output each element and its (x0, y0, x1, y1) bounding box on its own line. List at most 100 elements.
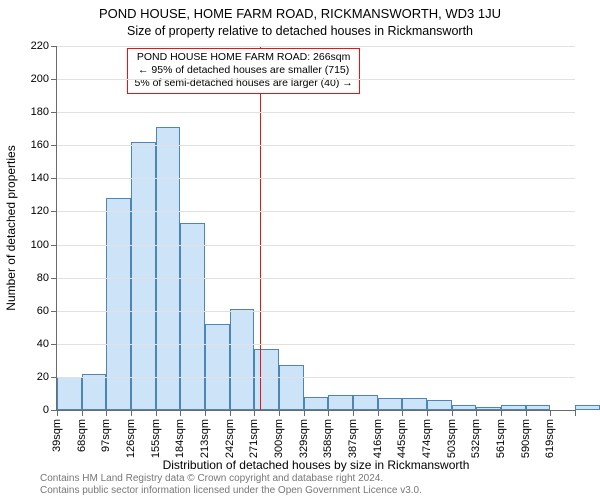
x-tick (304, 410, 305, 416)
x-tick-label: 155sqm (150, 419, 162, 458)
y-tick (51, 145, 57, 146)
plot-area: Number of detached properties POND HOUSE… (56, 46, 575, 411)
x-tick-label: 242sqm (224, 419, 236, 458)
reference-callout: POND HOUSE HOME FARM ROAD: 266sqm ← 95% … (127, 48, 359, 94)
gridline-h (57, 145, 575, 146)
histogram-bar (378, 398, 403, 410)
gridline-h (57, 377, 575, 378)
gridline-h (57, 79, 575, 80)
x-tick-label: 532sqm (470, 419, 482, 458)
histogram-bar (427, 400, 452, 410)
gridline-h (57, 178, 575, 179)
footer: Contains HM Land Registry data © Crown c… (40, 473, 422, 497)
histogram-bar (131, 142, 156, 410)
y-tick (51, 178, 57, 179)
y-axis-label: Number of detached properties (4, 145, 18, 310)
x-tick (254, 410, 255, 416)
x-tick (106, 410, 107, 416)
chart-title: POND HOUSE, HOME FARM ROAD, RICKMANSWORT… (0, 6, 600, 21)
x-tick (156, 410, 157, 416)
y-tick (51, 278, 57, 279)
callout-line-2: ← 95% of detached houses are smaller (71… (134, 64, 352, 77)
x-tick (427, 410, 428, 416)
y-axis-label-wrap: Number of detached properties (11, 46, 25, 410)
x-tick-label: 619sqm (544, 419, 556, 458)
gridline-h (57, 112, 575, 113)
x-tick-label: 387sqm (347, 419, 359, 458)
y-tick (51, 79, 57, 80)
x-axis-label: Distribution of detached houses by size … (57, 458, 575, 472)
histogram-bar (575, 405, 600, 410)
y-tick (51, 46, 57, 47)
gridline-h (57, 344, 575, 345)
y-tick-label: 80 (13, 272, 49, 284)
histogram-bar (279, 365, 304, 410)
histogram-bar (328, 395, 353, 410)
x-tick (230, 410, 231, 416)
x-tick (476, 410, 477, 416)
x-tick-label: 416sqm (372, 419, 384, 458)
x-tick (353, 410, 354, 416)
y-tick-label: 60 (13, 305, 49, 317)
gridline-h (57, 211, 575, 212)
histogram-bar (180, 223, 205, 410)
histogram-bar (452, 405, 477, 410)
x-tick-label: 271sqm (248, 419, 260, 458)
y-tick-label: 120 (13, 205, 49, 217)
y-tick (51, 245, 57, 246)
x-tick-label: 503sqm (446, 419, 458, 458)
x-tick-label: 474sqm (421, 419, 433, 458)
y-tick-label: 180 (13, 106, 49, 118)
histogram-bar (501, 405, 526, 410)
footer-line-2: Contains public sector information licen… (40, 485, 422, 497)
footer-line-1: Contains HM Land Registry data © Crown c… (40, 473, 422, 485)
callout-line-1: POND HOUSE HOME FARM ROAD: 266sqm (134, 51, 352, 64)
y-tick (51, 211, 57, 212)
x-tick-label: 39sqm (51, 419, 63, 452)
y-tick (51, 377, 57, 378)
x-tick-label: 126sqm (125, 419, 137, 458)
y-tick-label: 220 (13, 40, 49, 52)
histogram-bar (304, 397, 329, 410)
x-tick (452, 410, 453, 416)
y-tick-label: 200 (13, 73, 49, 85)
y-tick-label: 160 (13, 139, 49, 151)
y-tick-label: 20 (13, 371, 49, 383)
x-tick (205, 410, 206, 416)
x-tick (501, 410, 502, 416)
x-tick (328, 410, 329, 416)
gridline-h (57, 245, 575, 246)
histogram-bar (106, 198, 131, 410)
histogram-bar (82, 374, 107, 410)
x-tick-label: 590sqm (520, 419, 532, 458)
histogram-bar (476, 407, 501, 410)
x-tick-label: 358sqm (322, 419, 334, 458)
x-tick (131, 410, 132, 416)
y-tick-label: 140 (13, 172, 49, 184)
gridline-h (57, 46, 575, 47)
x-tick-label: 97sqm (100, 419, 112, 452)
histogram-bar (353, 395, 378, 410)
x-tick (550, 410, 551, 416)
x-tick (378, 410, 379, 416)
figure: POND HOUSE, HOME FARM ROAD, RICKMANSWORT… (0, 0, 600, 500)
x-tick (57, 410, 58, 416)
x-tick-label: 68sqm (76, 419, 88, 452)
x-tick-label: 329sqm (298, 419, 310, 458)
y-tick-label: 40 (13, 338, 49, 350)
y-tick (51, 344, 57, 345)
x-tick-label: 184sqm (174, 419, 186, 458)
reference-line (260, 46, 261, 410)
histogram-bar (205, 324, 230, 410)
x-tick-label: 561sqm (495, 419, 507, 458)
histogram-bar (230, 309, 255, 410)
x-tick (526, 410, 527, 416)
histogram-bar (526, 405, 551, 410)
x-tick (575, 410, 576, 416)
histogram-bar (57, 377, 82, 410)
y-tick (51, 112, 57, 113)
x-tick (279, 410, 280, 416)
x-tick (402, 410, 403, 416)
chart-subtitle: Size of property relative to detached ho… (0, 24, 600, 38)
y-tick (51, 311, 57, 312)
